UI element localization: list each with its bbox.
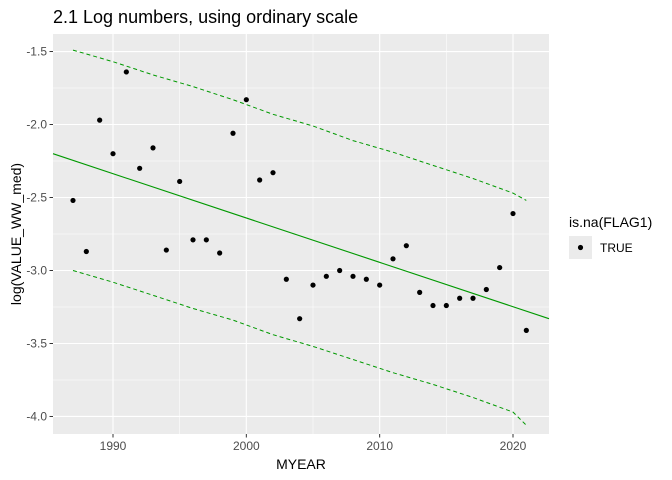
trend-line bbox=[52, 153, 550, 320]
minor-gridlines bbox=[53, 34, 549, 434]
data-point bbox=[457, 295, 463, 301]
x-tick-label: 2020 bbox=[500, 439, 527, 453]
data-point bbox=[203, 237, 209, 243]
data-point bbox=[190, 237, 196, 243]
data-point bbox=[323, 273, 329, 279]
data-point bbox=[430, 302, 436, 309]
data-point bbox=[123, 69, 129, 75]
y-tick-label: -2.5 bbox=[26, 191, 47, 205]
data-point bbox=[390, 256, 396, 262]
upper-band-line bbox=[72, 49, 527, 201]
legend: is.na(FLAG1) TRUE bbox=[569, 214, 652, 259]
data-point bbox=[297, 316, 303, 322]
confidence-band bbox=[72, 49, 527, 426]
legend-title: is.na(FLAG1) bbox=[569, 214, 652, 230]
data-point bbox=[97, 117, 103, 123]
chart-title: 2.1 Log numbers, using ordinary scale bbox=[53, 7, 358, 27]
data-point bbox=[310, 282, 316, 288]
x-axis-ticks: 1990 2000 2010 2020 bbox=[100, 434, 527, 453]
data-point bbox=[443, 302, 449, 309]
data-point bbox=[70, 197, 76, 204]
data-point bbox=[230, 130, 236, 136]
data-point bbox=[363, 276, 369, 282]
y-tick-label: -2.0 bbox=[26, 118, 47, 132]
x-axis-title: MYEAR bbox=[276, 456, 326, 472]
trend-line-segment bbox=[52, 153, 550, 320]
data-point bbox=[337, 267, 343, 274]
data-points bbox=[70, 69, 529, 333]
data-point bbox=[177, 178, 183, 185]
x-tick-label: 2010 bbox=[366, 439, 393, 453]
data-point bbox=[83, 248, 89, 255]
data-point bbox=[497, 264, 503, 271]
data-point bbox=[110, 151, 116, 157]
data-point bbox=[243, 97, 249, 103]
data-point bbox=[483, 286, 489, 293]
y-axis-title: log(VALUE_WW_med) bbox=[8, 163, 24, 305]
legend-point-icon bbox=[577, 244, 584, 251]
data-point bbox=[163, 247, 169, 253]
x-tick-label: 1990 bbox=[100, 439, 127, 453]
data-point bbox=[257, 177, 263, 183]
data-point bbox=[377, 282, 383, 288]
y-tick-label: -3.0 bbox=[26, 263, 47, 277]
data-point bbox=[523, 327, 529, 333]
y-tick-label: -4.0 bbox=[26, 409, 47, 423]
x-tick-label: 2000 bbox=[233, 439, 260, 453]
y-tick-label: -1.5 bbox=[26, 45, 47, 59]
data-point bbox=[283, 276, 289, 282]
legend-label: TRUE bbox=[600, 241, 633, 255]
data-point bbox=[350, 273, 356, 279]
major-gridlines bbox=[53, 34, 549, 434]
data-point bbox=[470, 295, 476, 301]
y-axis-ticks: -1.5 -2.0 -2.5 -3.0 -3.5 -4.0 bbox=[26, 45, 53, 423]
data-point bbox=[417, 289, 423, 295]
data-point bbox=[137, 165, 143, 171]
data-point bbox=[403, 243, 409, 249]
data-point bbox=[150, 145, 156, 151]
data-point bbox=[270, 170, 276, 176]
data-point bbox=[217, 250, 223, 256]
y-tick-label: -3.5 bbox=[26, 336, 47, 350]
data-point bbox=[510, 210, 516, 217]
